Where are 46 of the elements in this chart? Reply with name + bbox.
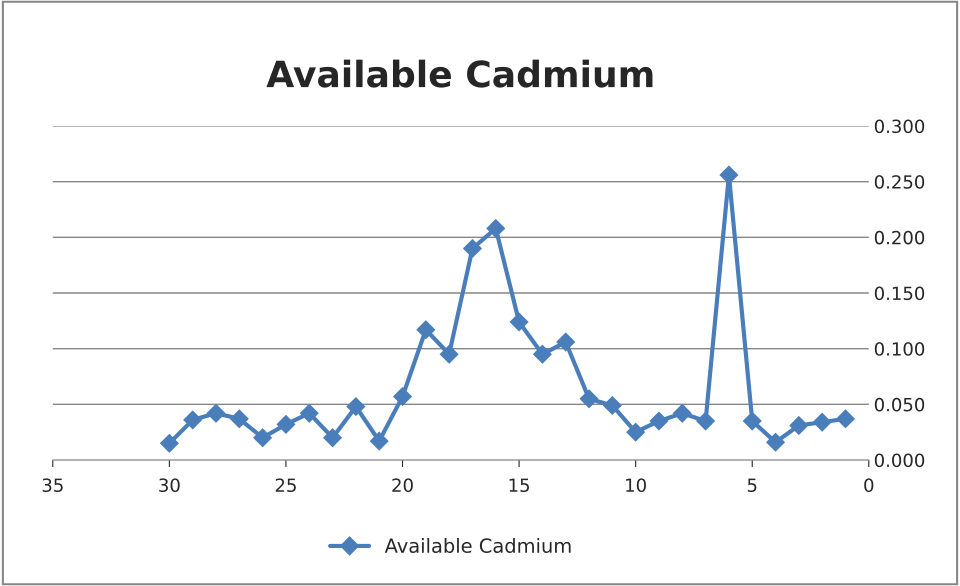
point: [766, 432, 785, 452]
point: [836, 409, 855, 428]
point: [323, 428, 342, 448]
point: [812, 412, 832, 432]
x-tick-label: 30: [159, 478, 180, 492]
y-tick-label: 0.300: [874, 119, 924, 134]
point: [696, 412, 715, 430]
point: [790, 416, 808, 435]
x-tick-label: 15: [510, 478, 529, 492]
point: [370, 432, 389, 450]
chart-title: Available Cadmium: [266, 60, 652, 88]
point: [602, 396, 622, 415]
point: [253, 428, 272, 448]
point: [580, 389, 598, 408]
x-tick-label: 25: [276, 478, 296, 492]
x-tick-label: 10: [626, 478, 646, 492]
x-tick-label: 35: [42, 478, 63, 492]
x-tick-label: 20: [392, 478, 413, 492]
point: [626, 422, 646, 442]
point: [206, 404, 226, 423]
point: [183, 410, 202, 430]
point: [416, 320, 436, 340]
point: [440, 344, 458, 364]
y-tick-label: 0.100: [874, 342, 924, 356]
y-tick-label: 0.050: [874, 398, 924, 412]
x-tick-label: 5: [748, 478, 756, 492]
point: [230, 409, 249, 428]
point: [276, 415, 296, 434]
point: [160, 434, 179, 453]
point: [510, 312, 528, 332]
y-tick-label: 0.000: [874, 453, 924, 468]
y-tick-label: 0.200: [874, 230, 924, 244]
point: [672, 404, 692, 423]
point: [300, 404, 319, 423]
point: [556, 332, 576, 352]
point: [346, 397, 366, 416]
point: [533, 344, 552, 364]
y-tick-label: 0.250: [874, 175, 924, 189]
legend-label: Available Cadmium: [384, 538, 571, 554]
y-tick-label: 0.150: [874, 286, 924, 300]
point: [463, 239, 482, 258]
point: [650, 412, 668, 430]
point: [486, 219, 506, 238]
point: [742, 412, 762, 430]
x-tick-label: 0: [864, 478, 874, 492]
point: [393, 387, 412, 406]
